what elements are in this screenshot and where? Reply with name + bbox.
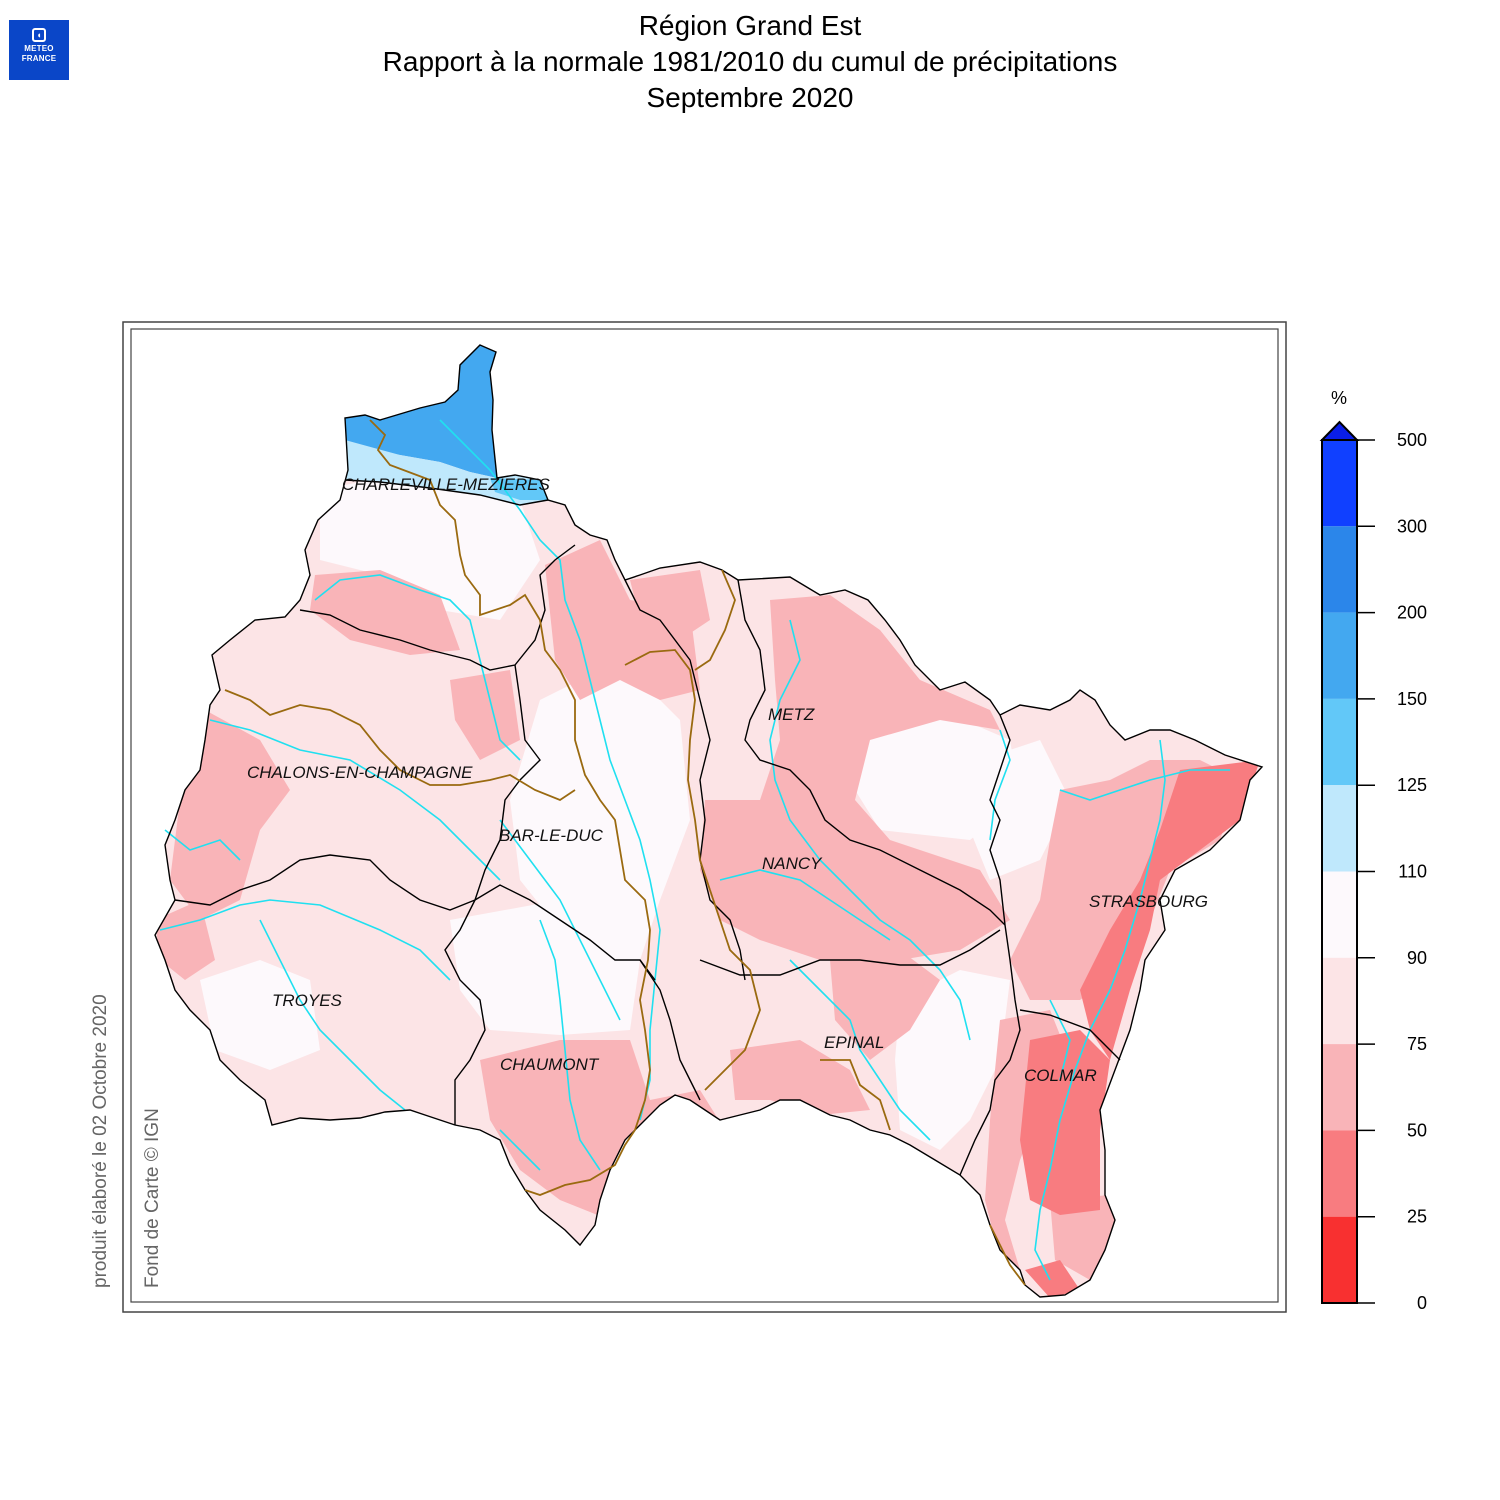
zone-borders: [224, 419, 1026, 1286]
department-borders: [154, 344, 1264, 1298]
legend-tick-label: 25: [1407, 1207, 1427, 1227]
city-label: CHALONS-EN-CHAMPAGNE: [247, 763, 473, 782]
legend-tick-label: 125: [1397, 775, 1427, 795]
map-frame-inner: [130, 328, 1279, 1303]
legend-tick-label: 110: [1398, 862, 1427, 882]
city-label: COLMAR: [1024, 1066, 1097, 1085]
rivers: [159, 419, 1230, 1281]
city-label: NANCY: [762, 854, 823, 873]
city-label: METZ: [768, 705, 815, 724]
city-label: STRASBOURG: [1089, 892, 1208, 911]
logo-line1: METEO: [24, 44, 54, 53]
legend-color-bin: [1322, 526, 1357, 613]
legend-unit: %: [1331, 388, 1347, 408]
precipitation-ratio-field: [155, 345, 1262, 1297]
basemap-credit: Fond de Carte © IGN: [142, 1108, 163, 1288]
title-line1: Région Grand Est: [638, 10, 862, 41]
legend-tick-label: 90: [1407, 948, 1427, 968]
title-line3: Septembre 2020: [646, 82, 854, 113]
city-label: TROYES: [272, 991, 343, 1010]
meteo-france-logo: ◖ METEO FRANCE: [9, 20, 69, 80]
legend-overflow-arrow: [1319, 420, 1360, 441]
legend-tick-label: 150: [1397, 689, 1427, 709]
legend-color-bin: [1322, 1130, 1357, 1217]
legend-color-bin: [1322, 1216, 1357, 1303]
logo-icon: ◖: [32, 28, 46, 42]
legend-color-bin: [1322, 440, 1357, 527]
city-label: BAR-LE-DUC: [499, 826, 604, 845]
legend-tick-label: 300: [1397, 516, 1427, 536]
city-label: CHARLEVILLE-MEZIERES: [342, 475, 550, 494]
map-frame-outer: [122, 321, 1287, 1313]
legend-color-bin: [1322, 871, 1357, 958]
legend-color-bin: [1322, 785, 1357, 872]
legend: % 500 300 200 150 125 110 90 75 50 25 0: [1319, 388, 1427, 1313]
production-date-credit: produit élaboré le 02 Octobre 2020: [90, 994, 111, 1288]
title-line2: Rapport à la normale 1981/2010 du cumul …: [382, 46, 1118, 77]
city-label: EPINAL: [824, 1033, 884, 1052]
legend-tick-label: 500: [1397, 430, 1427, 450]
city-label: CHAUMONT: [500, 1055, 600, 1074]
legend-tick-label: 0: [1417, 1293, 1427, 1313]
legend-tick-label: 200: [1397, 603, 1427, 623]
legend-color-bin: [1322, 698, 1357, 786]
legend-tick-label: 50: [1407, 1120, 1427, 1140]
legend-color-bin: [1322, 1044, 1357, 1131]
legend-color-bin: [1322, 957, 1357, 1045]
legend-color-bin: [1322, 612, 1357, 699]
legend-tick-label: 75: [1407, 1034, 1427, 1054]
logo-line2: FRANCE: [21, 54, 57, 63]
city-labels: CHARLEVILLE-MEZIERES METZ CHALONS-EN-CHA…: [247, 475, 1208, 1085]
